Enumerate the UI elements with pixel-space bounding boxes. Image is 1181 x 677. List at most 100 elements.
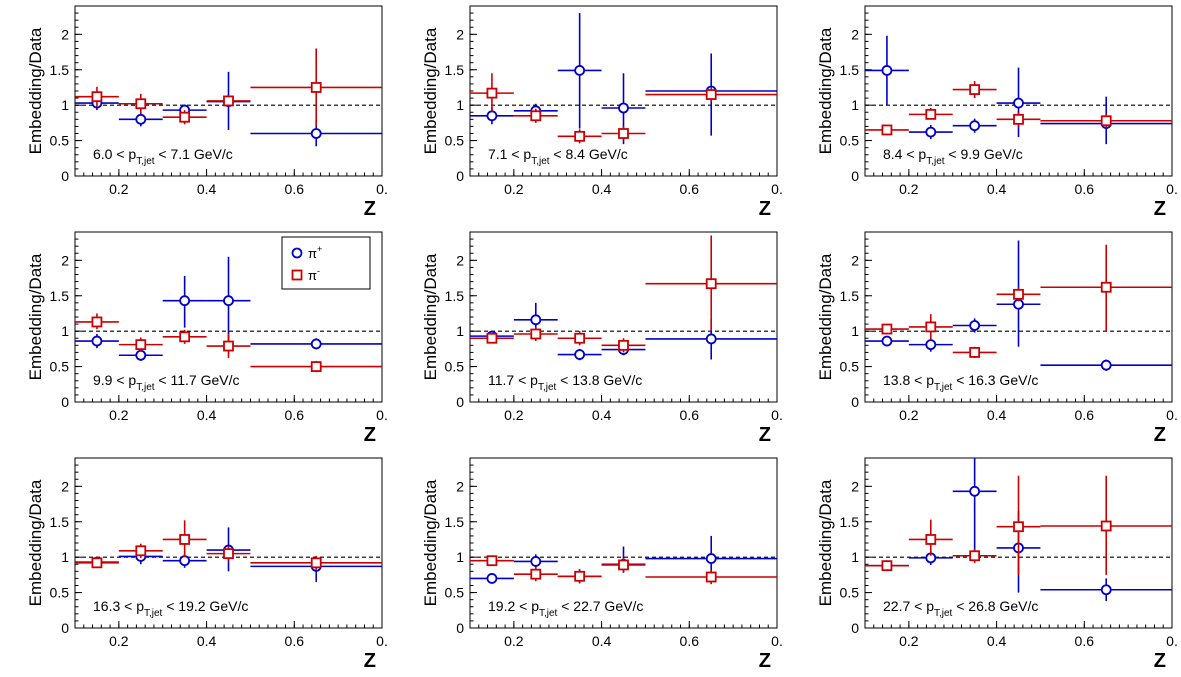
panel-7: 0 0.5 1 1.5 2 0.2 0.4 0.6 0. Embedding/Data Z 16.3 … [26, 457, 388, 672]
y-tick-label: 0 [456, 394, 464, 410]
data-point-circle [223, 295, 234, 307]
data-point-square [486, 87, 498, 99]
panel-label-pre: 9.9 < p [93, 372, 136, 388]
y-tick-label: 1 [851, 549, 859, 565]
panel-label-post: < 19.2 GeV/c [162, 598, 248, 614]
y-tick-label: 1 [456, 97, 464, 113]
x-axis-label: Z [759, 424, 771, 446]
data-point-square [969, 550, 981, 562]
data-point-circle [486, 110, 498, 122]
data-point-circle [179, 555, 191, 567]
y-axis-label: Embedding/Data [421, 479, 440, 606]
data-point-square [574, 130, 586, 142]
x-tick-label: 0.2 [504, 407, 524, 423]
x-tick-label: 0. [1166, 407, 1178, 423]
x-axis-label: Z [1154, 650, 1166, 672]
panel-label-post: < 8.4 GeV/c [550, 146, 628, 162]
data-point-square [310, 361, 322, 372]
y-tick-label: 0 [851, 394, 859, 410]
data-point-square [179, 111, 191, 123]
y-tick-label: 1.5 [445, 62, 465, 78]
x-tick-label: 0.2 [109, 181, 129, 197]
panel-label: 9.9 < pT,jet < 11.7 GeV/c [93, 372, 240, 393]
data-point-circle [1013, 97, 1024, 109]
panel-label-post: < 13.8 GeV/c [556, 372, 642, 388]
y-tick-label: 0 [61, 394, 69, 410]
panel-label-sub: T,jet [136, 156, 155, 167]
y-tick-label: 0 [61, 168, 69, 184]
data-point-square [618, 128, 629, 139]
y-tick-label: 1 [61, 97, 69, 113]
panel-label: 7.1 < pT,jet < 8.4 GeV/c [488, 146, 628, 167]
data-point-circle [1100, 584, 1112, 596]
panel-label-sub: T,jet [539, 608, 558, 619]
y-tick-label: 1 [851, 97, 859, 113]
panel-label-sub: T,jet [926, 156, 945, 167]
x-tick-label: 0. [1166, 181, 1178, 197]
x-tick-label: 0.6 [680, 407, 700, 423]
data-point-circle [881, 335, 893, 347]
x-tick-label: 0. [376, 633, 388, 649]
data-point-square [705, 571, 717, 583]
panel-label: 8.4 < pT,jet < 9.9 GeV/c [883, 146, 1023, 167]
legend-marker-circle [291, 247, 303, 259]
data-point-square [179, 331, 191, 343]
data-point-circle [91, 335, 103, 347]
panel-label-sub: T,jet [531, 156, 550, 167]
y-tick-label: 2 [61, 478, 69, 494]
legend-symbol: π [308, 268, 317, 283]
panel-label: 13.8 < pT,jet < 16.3 GeV/c [883, 372, 1038, 393]
panel-label: 19.2 < pT,jet < 22.7 GeV/c [488, 598, 643, 619]
y-tick-label: 2 [456, 478, 464, 494]
data-point-square [618, 339, 629, 351]
y-tick-label: 0 [851, 168, 859, 184]
y-tick-label: 1.5 [50, 288, 70, 304]
series-pi-minus [75, 520, 382, 570]
data-point-square [486, 332, 498, 344]
y-tick-label: 1.5 [445, 514, 465, 530]
x-tick-label: 0. [771, 407, 783, 423]
data-point-square [1013, 113, 1024, 125]
data-point-circle [618, 102, 629, 114]
series-pi-minus [865, 81, 1172, 136]
y-tick-label: 1.5 [445, 288, 465, 304]
data-point-circle [969, 120, 981, 132]
panel-2: 0 0.5 1 1.5 2 0.2 0.4 0.6 0. Embedding/Data Z 7.1 <… [421, 5, 783, 220]
data-point-square [223, 340, 234, 352]
x-tick-label: 0.4 [987, 633, 1007, 649]
data-point-square [705, 89, 717, 100]
data-point-square [969, 347, 981, 358]
panel-label-pre: 6.0 < p [93, 146, 136, 162]
data-point-square [1013, 288, 1024, 300]
x-tick-label: 0. [376, 407, 388, 423]
data-point-square [310, 82, 322, 93]
panel-label-pre: 13.8 < p [883, 372, 934, 388]
y-axis-label: Embedding/Data [816, 27, 835, 154]
data-point-square [1100, 281, 1112, 293]
data-point-square [574, 332, 586, 344]
series-pi-minus [75, 313, 382, 373]
panel-label-post: < 26.8 GeV/c [952, 598, 1038, 614]
data-point-square [881, 124, 893, 136]
panel-9: 0 0.5 1 1.5 2 0.2 0.4 0.6 0. Embedding/Data Z 22.7 … [816, 457, 1178, 672]
y-tick-label: 1.5 [50, 62, 70, 78]
data-point-circle [530, 556, 542, 567]
y-tick-label: 0.5 [840, 133, 860, 149]
data-point-circle [486, 573, 498, 584]
data-point-square [925, 534, 937, 545]
series-pi-plus [75, 71, 382, 147]
data-point-square [135, 339, 147, 351]
y-tick-label: 0.5 [445, 585, 465, 601]
x-tick-label: 0.2 [899, 407, 919, 423]
x-tick-label: 0.6 [285, 181, 305, 197]
data-point-circle [179, 295, 191, 307]
y-axis-label: Embedding/Data [421, 27, 440, 154]
panel-label-post: < 7.1 GeV/c [155, 146, 233, 162]
y-axis-label: Embedding/Data [26, 479, 45, 606]
x-tick-label: 0.4 [197, 181, 217, 197]
data-point-square [91, 316, 103, 328]
data-point-square [223, 548, 234, 560]
panel-label: 16.3 < pT,jet < 19.2 GeV/c [93, 598, 248, 619]
panel-label-pre: 22.7 < p [883, 598, 934, 614]
series-pi-minus [865, 244, 1172, 359]
